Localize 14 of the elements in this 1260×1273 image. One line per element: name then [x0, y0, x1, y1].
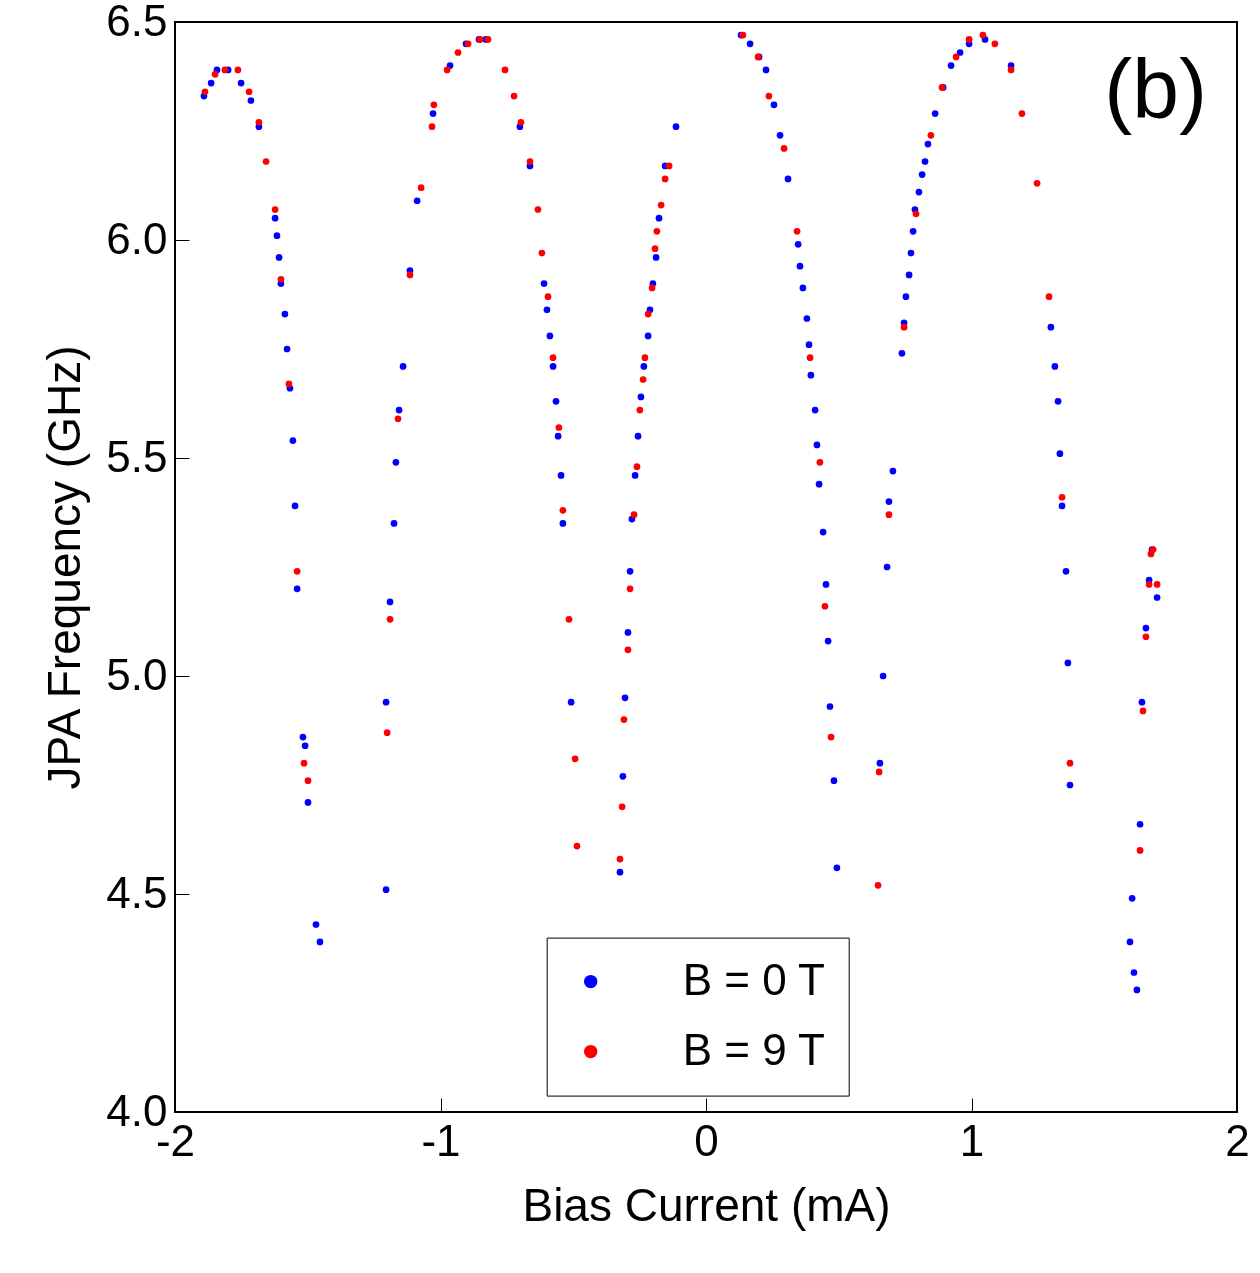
y-tick-label: 5.5 [106, 431, 168, 481]
x-tick-label: 1 [959, 1115, 985, 1165]
x-axis-title: Bias Current (mA) [522, 1178, 891, 1231]
y-axis-title: JPA Frequency (GHz) [38, 345, 91, 790]
y-tick-label: 6.5 [106, 0, 168, 45]
legend-label: B = 9 T [682, 1024, 825, 1074]
x-tick-label: 2 [1225, 1115, 1250, 1165]
legend-label: B = 0 T [682, 954, 825, 1004]
x-tick-label: -1 [421, 1115, 461, 1165]
y-tick-label: 6.0 [106, 213, 168, 263]
annotation: (b) [1104, 42, 1207, 136]
x-tick-label: 0 [694, 1115, 719, 1165]
y-tick-label: 5.0 [106, 649, 168, 699]
y-tick-label: 4.5 [106, 867, 168, 917]
